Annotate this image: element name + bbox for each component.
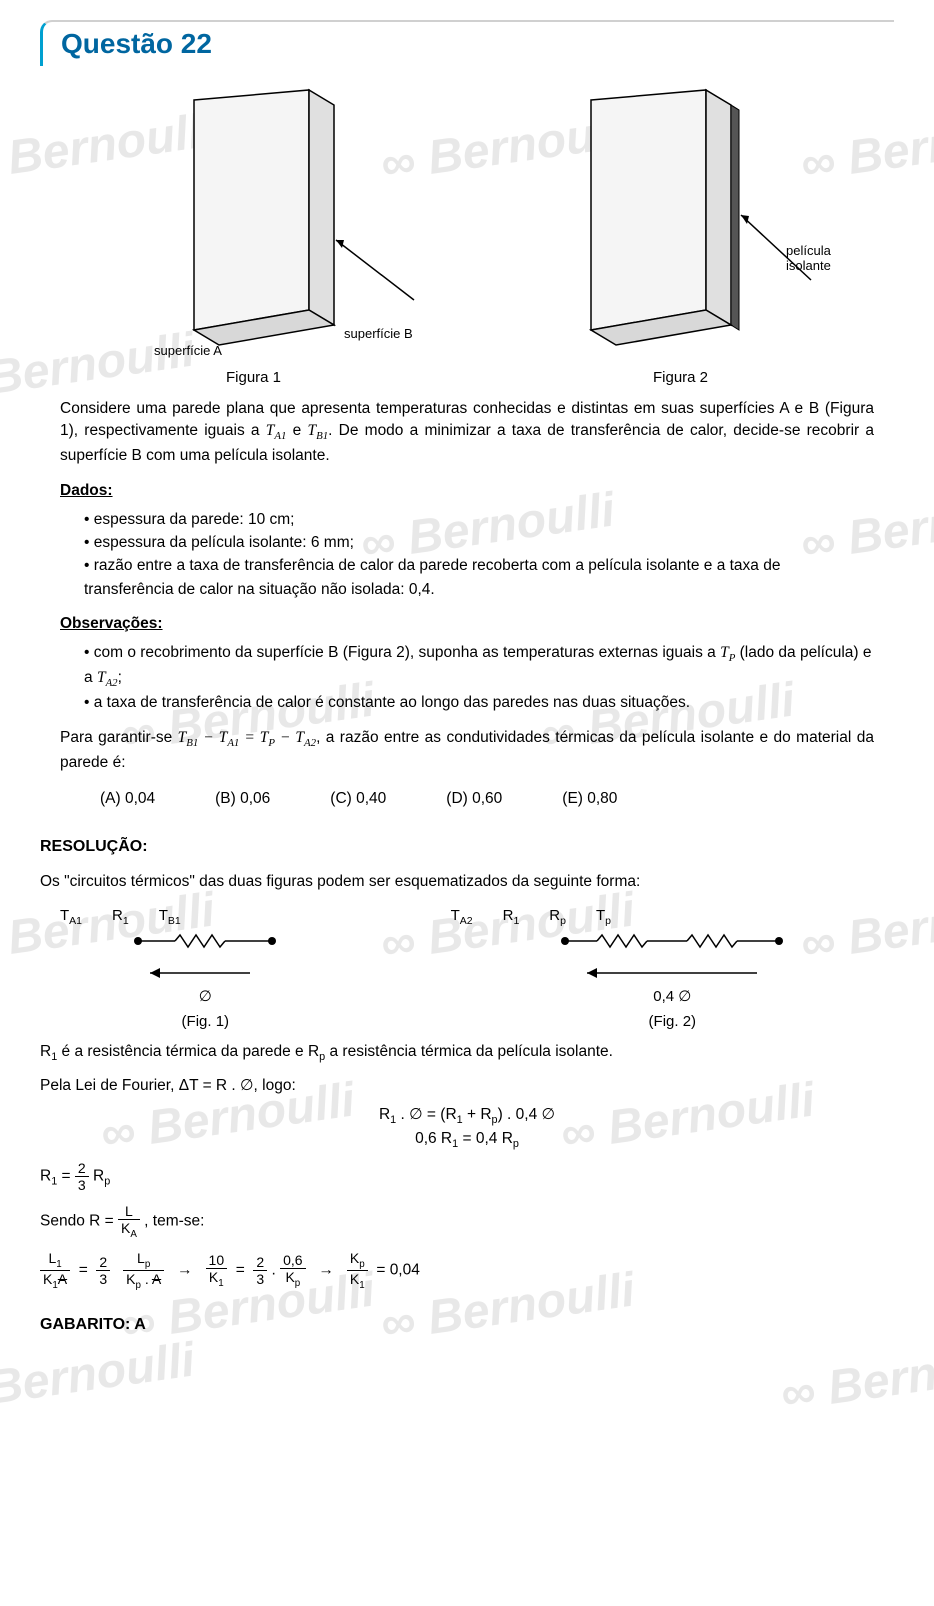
arrow-left-icon: [130, 963, 280, 983]
fig2-label-p-line2: isolante: [786, 258, 831, 273]
option-d: (D) 0,60: [446, 790, 502, 808]
fig1-caption: Figura 1: [84, 369, 424, 386]
problem-text: Considere uma parede plana que apresenta…: [60, 398, 874, 468]
fig1-label-b: superfície B: [344, 326, 413, 341]
equation-4-pre: Sendo R = LKA , tem-se:: [40, 1203, 894, 1240]
circ2-node: Rp: [549, 907, 566, 927]
watermark: ∞ Bernoulli: [777, 1332, 934, 1422]
wall-diagram-2: película isolante: [511, 80, 851, 360]
resolution-heading: RESOLUÇÃO:: [40, 838, 894, 856]
answer-key: GABARITO: A: [40, 1316, 894, 1334]
question-title: Questão 22: [61, 28, 894, 60]
circ1-node: TB1: [159, 907, 181, 927]
obs-heading: Observações:: [60, 615, 874, 633]
option-e: (E) 0,80: [562, 790, 617, 808]
option-c: (C) 0,40: [330, 790, 386, 808]
circ2-node: TA2: [451, 907, 473, 927]
circuits-row: TA1 R1 TB1 ∅ (Fig. 1) TA2 R1 Rp: [60, 907, 894, 1030]
dados-item: espessura da película isolante: 6 mm;: [84, 531, 874, 554]
circ2-node: R1: [503, 907, 520, 927]
circ2-caption: (Fig. 2): [451, 1013, 894, 1030]
circ1-flow: ∅: [60, 987, 351, 1005]
option-a: (A) 0,04: [100, 790, 155, 808]
dados-list: espessura da parede: 10 cm; espessura da…: [84, 508, 874, 601]
fig2-caption: Figura 2: [511, 369, 851, 386]
figure-2: película isolante Figura 2: [511, 80, 851, 386]
circ2-flow: 0,4 ∅: [451, 987, 894, 1005]
obs-item: com o recobrimento da superfície B (Figu…: [84, 641, 874, 692]
circuit-1: TA1 R1 TB1 ∅ (Fig. 1): [60, 907, 351, 1030]
figure-1: superfície B superfície A Figura 1: [84, 80, 424, 386]
question-header: Questão 22: [40, 20, 894, 66]
resistor-icon: [557, 929, 787, 959]
resistor-icon: [130, 929, 280, 959]
dados-heading: Dados:: [60, 482, 874, 500]
resolution-line-r: R1 é a resistência térmica da parede e R…: [40, 1040, 894, 1065]
circ2-node: Tp: [596, 907, 611, 927]
dados-item: razão entre a taxa de transferência de c…: [84, 554, 874, 601]
resolution-fourier: Pela Lei de Fourier, ΔT = R . ∅, logo:: [40, 1074, 894, 1097]
arrow-left-icon: [557, 963, 787, 983]
options-row: (A) 0,04 (B) 0,06 (C) 0,40 (D) 0,60 (E) …: [100, 790, 854, 808]
equation-1: R1 . ∅ = (R1 + Rp) . 0,4 ∅: [40, 1105, 894, 1126]
watermark: ∞ Bernoulli: [0, 1332, 198, 1422]
fig1-label-a: superfície A: [154, 343, 222, 358]
circuit-2: TA2 R1 Rp Tp 0,4 ∅ (Fig. 2): [451, 907, 894, 1030]
equation-2: 0,6 R1 = 0,4 Rp: [40, 1130, 894, 1150]
question-line: Para garantir-se TB1 − TA1 = TP − TA2, a…: [60, 727, 874, 774]
obs-item: a taxa de transferência de calor é const…: [84, 691, 874, 714]
equation-5: L1K1A = 23 LpKp . A → 10K1 = 23 . 0,6Kp …: [40, 1250, 894, 1291]
wall-diagram-1: superfície B superfície A: [84, 80, 424, 360]
figures-row: superfície B superfície A Figura 1 pelíc…: [40, 80, 894, 386]
option-b: (B) 0,06: [215, 790, 270, 808]
obs-list: com o recobrimento da superfície B (Figu…: [84, 641, 874, 715]
dados-item: espessura da parede: 10 cm;: [84, 508, 874, 531]
circ1-node: R1: [112, 907, 129, 927]
fig2-label-p-line1: película: [786, 243, 832, 258]
equation-3: R1 = 23 Rp: [40, 1160, 894, 1193]
circ1-caption: (Fig. 1): [60, 1013, 351, 1030]
circ1-node: TA1: [60, 907, 82, 927]
resolution-intro: Os "circuitos térmicos" das duas figuras…: [40, 870, 894, 893]
